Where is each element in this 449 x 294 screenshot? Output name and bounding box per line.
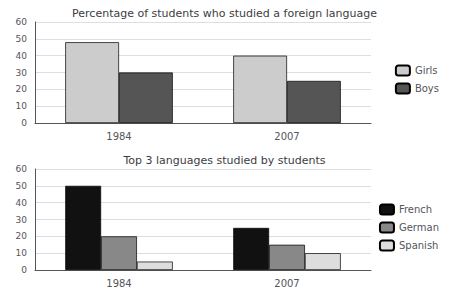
svg-text:40: 40 <box>16 198 28 208</box>
svg-text:0: 0 <box>21 118 27 128</box>
svg-text:50: 50 <box>16 34 28 44</box>
svg-text:10: 10 <box>16 248 28 258</box>
svg-text:30: 30 <box>16 215 28 225</box>
svg-text:20: 20 <box>16 231 28 241</box>
svg-text:20: 20 <box>16 84 28 94</box>
svg-text:2007: 2007 <box>274 131 299 142</box>
svg-text:60: 60 <box>16 164 28 174</box>
svg-text:50: 50 <box>16 181 28 191</box>
svg-text:Girls: Girls <box>415 65 438 76</box>
svg-text:10: 10 <box>16 101 28 111</box>
svg-text:Boys: Boys <box>415 83 439 94</box>
svg-text:2007: 2007 <box>274 278 299 289</box>
svg-text:Top 3 languages studied by stu: Top 3 languages studied by students <box>122 154 325 167</box>
svg-text:French: French <box>399 204 432 215</box>
svg-text:Percentage of students who stu: Percentage of students who studied a for… <box>72 7 377 20</box>
svg-text:40: 40 <box>16 51 28 61</box>
svg-text:0: 0 <box>21 265 27 275</box>
svg-text:30: 30 <box>16 68 28 78</box>
svg-text:Spanish: Spanish <box>399 240 439 251</box>
svg-text:1984: 1984 <box>106 278 131 289</box>
svg-text:60: 60 <box>16 17 28 27</box>
svg-text:German: German <box>399 222 439 233</box>
svg-text:1984: 1984 <box>106 131 131 142</box>
